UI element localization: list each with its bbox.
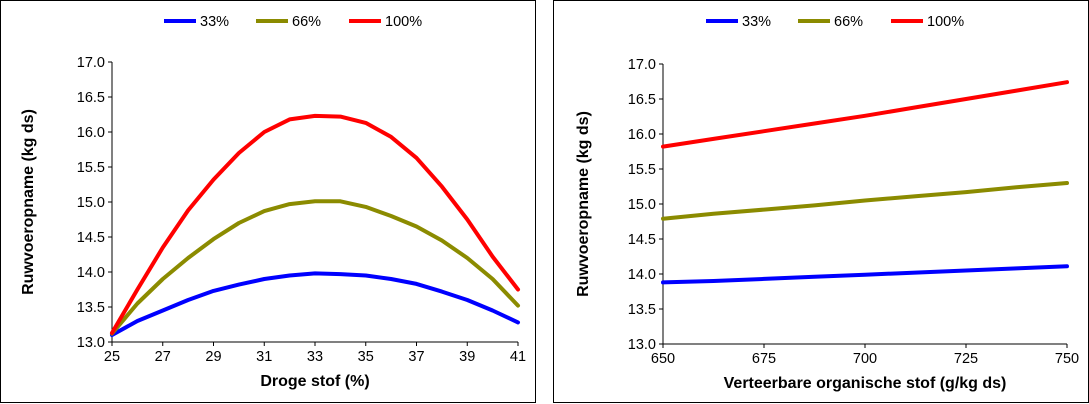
x-tick-label: 750 (1055, 351, 1079, 367)
x-axis-label: Verteerbare organische stof (g/kg ds) (724, 375, 1007, 392)
y-tick-label: 14.5 (77, 230, 105, 246)
legend-label-100pct: 100% (927, 14, 964, 30)
x-tick-label: 41 (510, 349, 526, 365)
series-line-66pct (110, 199, 520, 336)
x-tick-label: 25 (104, 349, 120, 365)
y-axis-label: Ruwvoeropname (kg ds) (575, 111, 592, 297)
y-tick-label: 16.5 (628, 92, 656, 108)
y-tick-label: 17.0 (77, 55, 105, 71)
x-tick-label: 35 (358, 349, 374, 365)
chart-droge-stof: 13.0 13.5 14.0 14.5 15.0 15.5 16.0 16.5 17.0 25 27… (20, 14, 526, 390)
legend-label-66pct: 66% (292, 14, 321, 30)
y-tick-label: 15.5 (628, 162, 656, 178)
x-tick-label: 37 (408, 349, 424, 365)
x-tick-label: 650 (651, 351, 675, 367)
x-tick-label: 29 (205, 349, 221, 365)
series-line-100pct (110, 113, 520, 335)
y-tick-label: 14.5 (628, 232, 656, 248)
x-tick-label: 33 (307, 349, 323, 365)
x-tick-label: 31 (256, 349, 272, 365)
legend-label-33pct: 33% (200, 14, 229, 30)
chart-vos: 13.0 13.5 14.0 14.5 15.0 15.5 16.0 16.5 17.0 650 6… (575, 14, 1079, 392)
y-tick-label: 14.0 (628, 267, 656, 283)
legend-label-100pct: 100% (385, 14, 422, 30)
y-tick-label: 13.0 (628, 337, 656, 353)
y-tick-label: 15.0 (77, 195, 105, 211)
y-tick-label: 17.0 (628, 57, 656, 73)
y-tick-label: 16.0 (628, 127, 656, 143)
series-line-33pct (661, 264, 1069, 285)
x-axis-label: Droge stof (%) (260, 373, 369, 390)
y-tick-label: 13.5 (628, 302, 656, 318)
x-tick-label: 725 (954, 351, 978, 367)
x-tick-label: 700 (853, 351, 877, 367)
series-line-33pct (110, 271, 520, 337)
y-tick-label: 13.0 (77, 335, 105, 351)
y-tick-label: 16.5 (77, 90, 105, 106)
legend-label-66pct: 66% (834, 14, 863, 30)
y-axis-label: Ruwvoeropname (kg ds) (20, 109, 37, 295)
y-tick-label: 14.0 (77, 265, 105, 281)
series-line-100pct (661, 80, 1069, 149)
legend-label-33pct: 33% (742, 14, 771, 30)
x-tick-label: 39 (459, 349, 475, 365)
x-tick-label: 675 (752, 351, 776, 367)
y-tick-label: 15.0 (628, 197, 656, 213)
chart-panel-right: 13.0 13.5 14.0 14.5 15.0 15.5 16.0 16.5 17.0 650 6… (553, 0, 1089, 403)
y-tick-label: 15.5 (77, 160, 105, 176)
chart-panel-left: 13.0 13.5 14.0 14.5 15.0 15.5 16.0 16.5 17.0 25 27… (0, 0, 536, 403)
x-tick-label: 27 (155, 349, 171, 365)
y-tick-label: 13.5 (77, 300, 105, 316)
series-line-66pct (661, 181, 1069, 221)
y-tick-label: 16.0 (77, 125, 105, 141)
